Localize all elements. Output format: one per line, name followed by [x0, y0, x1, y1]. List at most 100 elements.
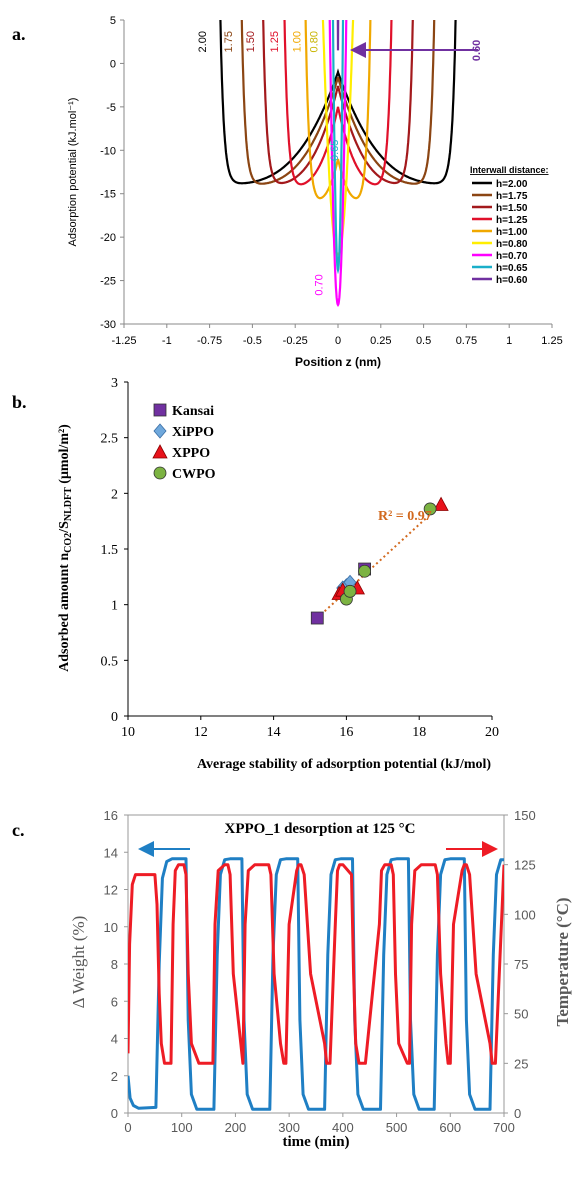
panel-c-x-tick-label: 600 — [439, 1120, 461, 1135]
panel-a-curve-label-1.50: 1.50 — [245, 31, 257, 52]
panel-c-x-tick-label: 500 — [386, 1120, 408, 1135]
panel-b-x-tick-label: 12 — [194, 725, 208, 740]
panel-b-legend: Kansai XiPPO XPPO CWPO — [152, 403, 216, 482]
panel-a-series-line-1.50 — [262, 20, 414, 185]
panel-b-x-tick-label: 10 — [121, 725, 135, 740]
panel-c-y2-tick-label: 150 — [514, 808, 536, 823]
panel-a-x-tick-label: 1 — [506, 335, 512, 347]
panel-c-y-tick-label: 2 — [111, 1069, 118, 1084]
panel-c-xlabel: time (min) — [282, 1134, 349, 1150]
panel-b-x-tick-label: 14 — [267, 725, 281, 740]
panel-a-x-tick-label: -1.25 — [111, 335, 136, 347]
panel-a-x-tick-label: -0.25 — [283, 335, 308, 347]
panel-b-y-tick-label: 1 — [111, 599, 118, 614]
panel-a-series-line-1.75 — [240, 20, 436, 185]
panel-a-legend-label: h=0.65 — [496, 263, 528, 274]
panel-label-c: c. — [12, 820, 25, 840]
panel-c-x-tick-label: 0 — [124, 1120, 131, 1135]
panel-b-point-cwpo — [423, 502, 437, 516]
panel-a-legend-label: h=0.70 — [496, 251, 528, 262]
panel-b-legend-label: CWPO — [172, 467, 216, 482]
panel-b-y-tick-label: 1.5 — [101, 543, 119, 558]
panel-a-legend-label: h=1.00 — [496, 227, 528, 238]
panel-a-y-tick-label: 5 — [110, 15, 116, 27]
panel-b-legend-label: XPPO — [172, 446, 210, 461]
panel-a-legend-label: h=1.50 — [496, 203, 528, 214]
panel-b-chart: 10 12 14 16 18 20 0 0.5 1 1.5 2 2.5 3 R² = 0.97 Kans… — [57, 376, 499, 772]
panel-a-x-tick-label: -0.5 — [243, 335, 262, 347]
panel-c-y-tick-label: 0 — [111, 1106, 118, 1121]
panel-c-series-temperature — [128, 863, 504, 1065]
panel-a-ylabel: Adsorption potential (kJ.mol⁻¹) — [67, 98, 79, 247]
panel-a-curve-label-2.00: 2.00 — [197, 31, 209, 52]
panel-c-x-tick-label: 100 — [171, 1120, 193, 1135]
panel-b-ylabel: Adsorbed amount nCO2/SNLDFT (μmol/m²) — [57, 424, 74, 672]
panel-c-y2-tick-label: 50 — [514, 1007, 528, 1022]
panel-b-x-tick-label: 20 — [485, 725, 499, 740]
panel-b-ylabel-unit: (μmol/m²) — [57, 424, 72, 487]
panel-c-y2-tick-label: 75 — [514, 957, 528, 972]
panel-c-y2-tick-label: 25 — [514, 1056, 528, 1071]
panel-c-y-tick-label: 6 — [111, 994, 118, 1009]
panel-b-legend-marker — [153, 466, 167, 480]
panel-a-y-tick-label: 0 — [110, 58, 116, 70]
panel-b-legend-marker — [153, 423, 167, 439]
panel-a-x-tick-label: 0 — [335, 335, 341, 347]
panel-c-y-tick-label: 8 — [111, 957, 118, 972]
panel-b-xlabel: Average stability of adsorption potentia… — [197, 757, 491, 772]
panel-a-chart: -1.25 -1 -0.75 -0.5 -0.25 0 0.25 0.5 0.75 1 1.25 5 0… — [67, 15, 563, 369]
panel-a-xlabel: Position z (nm) — [295, 355, 381, 369]
panel-a-curve-label-0.65: 0.65 — [329, 140, 341, 161]
panel-b-legend-marker — [153, 403, 167, 417]
panel-c-y2label: Temperature (°C) — [553, 897, 572, 1026]
panel-a-legend-label: h=2.00 — [496, 179, 528, 190]
panel-b-y-tick-label: 0 — [111, 710, 118, 725]
panel-a-x-tick-label: -1 — [162, 335, 172, 347]
panel-a-series-line-0.70 — [328, 20, 348, 308]
panel-c-series-weight — [128, 857, 504, 1111]
panel-a-legend: Interwall distance: h=2.00h=1.75h=1.50h=… — [470, 165, 549, 286]
panel-a-curve-label-1.25: 1.25 — [269, 31, 281, 52]
panel-a-x-tick-label: 0.25 — [370, 335, 391, 347]
panel-c-y-tick-label: 14 — [104, 845, 118, 860]
panel-c-y2-tick-label: 0 — [514, 1106, 521, 1121]
panel-a-legend-label: h=1.75 — [496, 191, 528, 202]
panel-c-y2-tick-label: 100 — [514, 907, 536, 922]
panel-b-legend-marker — [152, 444, 168, 459]
panel-c-title: XPPO_1 desorption at 125 °C — [225, 821, 416, 837]
panel-b-x-tick-label: 18 — [412, 725, 426, 740]
panel-c-y-tick-label: 10 — [104, 920, 118, 935]
panel-b-point-cwpo — [358, 564, 372, 578]
panel-a-series-line-2.00 — [219, 20, 457, 185]
panel-a-curve-label-0.70: 0.70 — [314, 274, 326, 295]
panel-b-y-tick-label: 3 — [111, 376, 118, 391]
panel-a-y-tick-label: -5 — [106, 102, 116, 114]
panel-a-series-line-0.80 — [321, 20, 355, 256]
panel-a-series-line-0.60 — [336, 20, 340, 51]
panel-a-curve-label-1.00: 1.00 — [291, 31, 303, 52]
panel-a-legend-title: Interwall distance: — [470, 165, 549, 175]
panel-c-x-tick-label: 400 — [332, 1120, 354, 1135]
panel-b-ylabel-main: Adsorbed amount n — [57, 553, 72, 672]
panel-a-curve-label-1.75: 1.75 — [223, 31, 235, 52]
panel-a-y-tick-label: -30 — [100, 319, 116, 331]
panel-b-legend-label: Kansai — [172, 404, 214, 419]
panel-a-curve-label-0.80: 0.80 — [309, 31, 321, 52]
panel-c-ylabel: Δ Weight (%) — [69, 916, 88, 1009]
panel-b-annotation: R² = 0.97 — [378, 509, 432, 524]
panel-a-series-line-0.65 — [331, 20, 345, 275]
panel-a-series-line-1.00 — [304, 20, 372, 200]
panel-c-y2-tick-label: 125 — [514, 858, 536, 873]
panel-b-y-tick-label: 0.5 — [101, 654, 119, 669]
panel-b-legend-label: XiPPO — [172, 425, 214, 440]
panel-a-y-tick-label: -15 — [100, 189, 116, 201]
panel-b-ylabel-mid: /S — [57, 521, 72, 534]
panel-a-legend-label: h=1.25 — [496, 215, 528, 226]
panel-a-x-tick-label: 1.25 — [541, 335, 562, 347]
panel-a-legend-label: h=0.60 — [496, 275, 528, 286]
panel-c-y-tick-label: 12 — [104, 883, 118, 898]
panel-label-b: b. — [12, 392, 27, 412]
panel-b-x-tick-label: 16 — [339, 725, 353, 740]
panel-b-ylabel-sub1: CO2 — [63, 533, 74, 553]
